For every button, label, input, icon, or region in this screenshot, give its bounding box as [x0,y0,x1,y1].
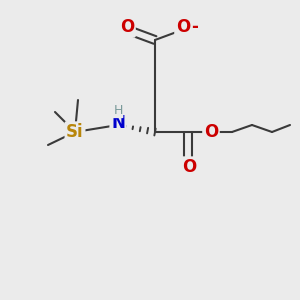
Text: -: - [192,18,198,36]
Text: O: O [120,18,134,36]
Text: H: H [113,104,123,118]
Text: O: O [182,158,196,176]
Text: O: O [204,123,218,141]
Text: O: O [176,18,190,36]
Text: N: N [111,114,125,132]
Text: Si: Si [66,123,84,141]
